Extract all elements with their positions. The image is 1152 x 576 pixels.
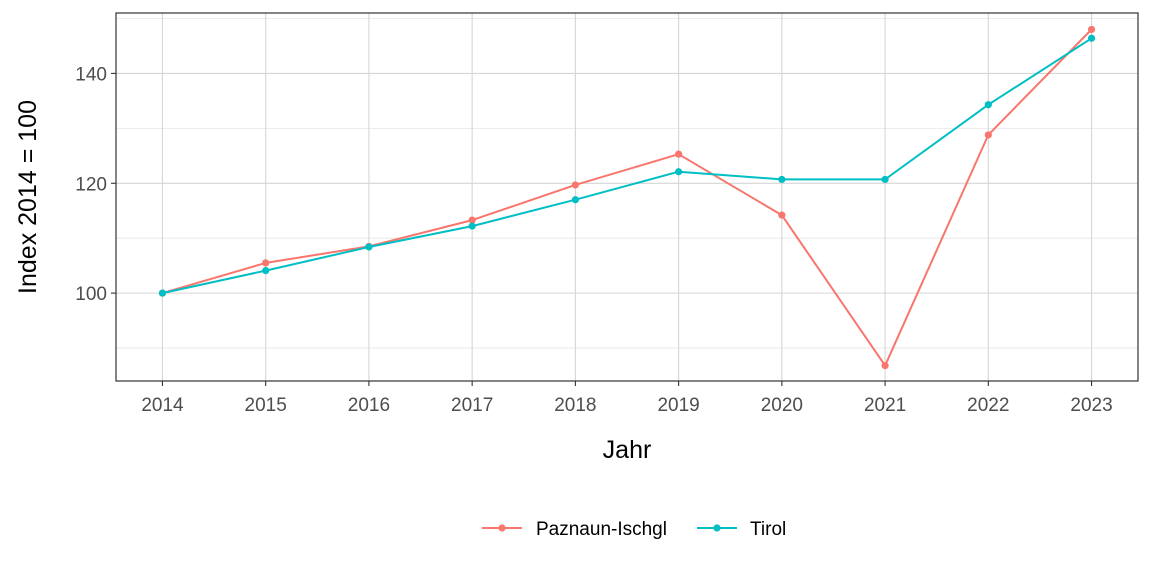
y-tick-label: 120 [75, 174, 107, 195]
data-point-paznaun-ischgl [1087, 25, 1096, 34]
legend-key-point-tirol [713, 524, 721, 532]
x-tick-label: 2017 [451, 395, 493, 416]
x-tick-label: 2016 [348, 395, 390, 416]
legend-key-point-paznaun-ischgl [498, 524, 506, 532]
data-point-paznaun-ischgl [881, 362, 889, 370]
x-tick-label: 2014 [141, 395, 184, 416]
y-tick-label: 100 [75, 284, 107, 305]
series-line-tirol [162, 37, 1093, 295]
data-point-tirol [468, 222, 476, 230]
y-tick-labels: 100 120 140 [75, 64, 107, 305]
axis-ticks [111, 72, 1093, 386]
data-point-tirol [984, 101, 992, 109]
x-tick-label: 2023 [1070, 395, 1112, 416]
panel-border [115, 12, 1139, 382]
data-point-tirol [365, 243, 373, 251]
legend-label-tirol: Tirol [750, 519, 786, 540]
x-tick-label: 2021 [864, 395, 906, 416]
series-line-paznaun-ischgl [162, 28, 1093, 367]
data-point-tirol [881, 175, 889, 184]
minor-gridlines [116, 18, 1138, 349]
data-point-paznaun-ischgl [571, 181, 579, 189]
data-point-tirol [571, 196, 579, 204]
major-gridlines [116, 13, 1138, 381]
x-tick-label: 2020 [761, 395, 803, 416]
legend-label-paznaun-ischgl: Paznaun-Ischgl [536, 519, 667, 540]
data-point-paznaun-ischgl [468, 216, 476, 224]
x-tick-label: 2015 [245, 395, 287, 416]
series-layer [158, 25, 1096, 370]
data-point-paznaun-ischgl [262, 259, 270, 267]
x-tick-label: 2022 [967, 395, 1009, 416]
legend: Paznaun-Ischgl Tirol [482, 519, 786, 540]
data-point-tirol [262, 267, 270, 275]
data-point-paznaun-ischgl [984, 131, 992, 139]
data-point-paznaun-ischgl [675, 150, 683, 158]
x-tick-label: 2018 [554, 395, 596, 416]
data-point-tirol [1087, 34, 1096, 42]
y-axis-title: Index 2014 = 100 [14, 100, 42, 294]
data-point-tirol [158, 289, 167, 297]
y-tick-label: 140 [75, 64, 107, 85]
data-point-tirol [675, 168, 683, 176]
data-point-tirol [778, 175, 786, 184]
x-tick-labels: 2014 2015 2016 2017 2018 2019 2020 2021 2022 2023 [141, 395, 1112, 416]
x-axis-title: Jahr [603, 436, 652, 464]
data-point-paznaun-ischgl [778, 211, 786, 219]
x-tick-label: 2019 [657, 395, 699, 416]
